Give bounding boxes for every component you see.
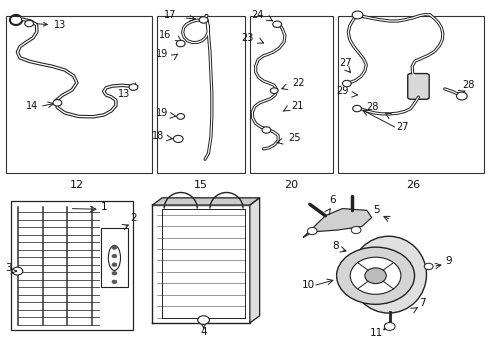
Bar [11, 202, 133, 330]
Text: 14: 14 [26, 100, 39, 111]
Text: 4: 4 [200, 327, 207, 337]
Circle shape [112, 254, 117, 258]
Bar [6, 16, 152, 173]
Circle shape [365, 268, 386, 284]
Circle shape [352, 11, 363, 19]
Circle shape [112, 280, 117, 284]
Text: 26: 26 [406, 180, 420, 190]
Text: 16: 16 [159, 30, 171, 40]
Circle shape [351, 226, 361, 234]
Circle shape [424, 263, 433, 270]
Text: 21: 21 [291, 101, 304, 111]
Text: 27: 27 [339, 58, 352, 68]
Text: 19: 19 [156, 49, 168, 59]
Text: 7: 7 [419, 298, 426, 308]
Text: 19: 19 [156, 108, 168, 118]
Circle shape [12, 267, 23, 275]
Circle shape [307, 228, 317, 235]
Text: 8: 8 [332, 240, 339, 251]
Circle shape [129, 84, 138, 90]
Circle shape [177, 113, 185, 119]
Text: 12: 12 [70, 180, 84, 190]
Text: 5: 5 [373, 205, 380, 215]
Text: 28: 28 [462, 80, 474, 90]
Circle shape [199, 17, 208, 23]
Circle shape [262, 127, 271, 133]
Text: 3: 3 [5, 264, 12, 274]
Circle shape [273, 21, 282, 27]
Circle shape [457, 92, 467, 100]
Circle shape [25, 20, 33, 27]
Text: 27: 27 [396, 122, 409, 132]
Text: 1: 1 [100, 202, 107, 212]
Circle shape [173, 135, 183, 143]
Text: 11: 11 [370, 328, 383, 338]
Text: 22: 22 [293, 78, 305, 89]
Circle shape [353, 105, 362, 112]
Text: 25: 25 [288, 133, 300, 143]
Text: 20: 20 [284, 180, 298, 190]
Circle shape [112, 271, 117, 275]
Polygon shape [152, 198, 260, 205]
Text: 23: 23 [242, 33, 254, 43]
Text: 29: 29 [336, 86, 348, 96]
Circle shape [112, 246, 117, 249]
Circle shape [350, 257, 401, 294]
Text: 2: 2 [131, 213, 137, 223]
Text: 9: 9 [446, 256, 452, 266]
Text: 10: 10 [302, 280, 315, 290]
Text: 28: 28 [366, 102, 378, 112]
Text: 13: 13 [36, 20, 66, 30]
Bar [157, 16, 245, 173]
Text: 24: 24 [251, 10, 264, 20]
Circle shape [198, 316, 209, 324]
Ellipse shape [108, 246, 121, 270]
Bar [250, 16, 333, 173]
Text: 6: 6 [329, 195, 336, 205]
Polygon shape [152, 205, 250, 323]
Text: 13: 13 [118, 83, 138, 99]
Polygon shape [303, 208, 372, 237]
Circle shape [53, 100, 62, 106]
Circle shape [270, 88, 278, 94]
Circle shape [384, 323, 395, 330]
Bar [338, 16, 484, 173]
Text: 15: 15 [194, 180, 208, 190]
Circle shape [343, 80, 351, 87]
FancyBboxPatch shape [408, 73, 429, 99]
Bar [101, 228, 128, 287]
Circle shape [337, 247, 415, 304]
Circle shape [112, 263, 117, 266]
Text: 18: 18 [152, 131, 165, 140]
Text: 17: 17 [165, 10, 177, 20]
Circle shape [176, 40, 185, 47]
Ellipse shape [351, 236, 426, 313]
Polygon shape [250, 198, 260, 323]
